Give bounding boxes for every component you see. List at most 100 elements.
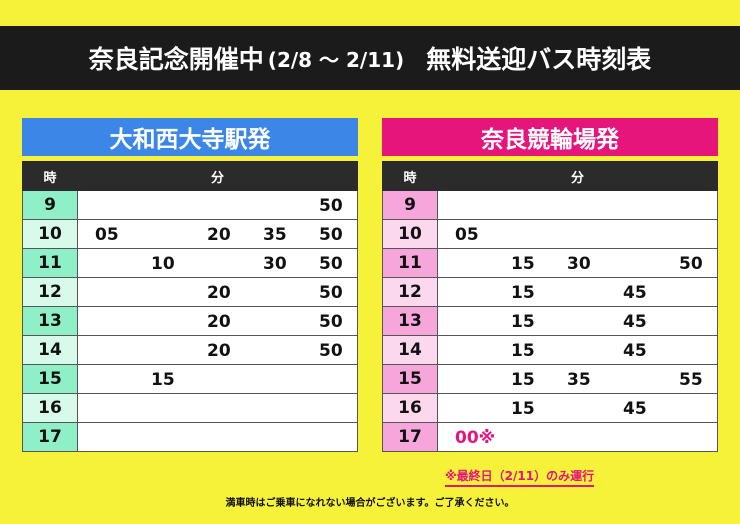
table-row: 12 15 45 xyxy=(382,277,718,307)
timetable-saidaiji: 大和西大寺駅発 時 分 9 50 10 05 20 35 50 11 10 30 50 12 20 50 1… xyxy=(22,118,358,452)
departure-minute: 10 xyxy=(151,254,175,274)
minutes-cell: 15 xyxy=(77,364,358,394)
hour-cell: 12 xyxy=(382,277,438,307)
table-row: 10 05 xyxy=(382,219,718,249)
table-row: 10 05 20 35 50 xyxy=(22,219,358,249)
hour-cell: 13 xyxy=(22,306,78,336)
minute-header: 分 xyxy=(437,161,718,191)
minutes-cell xyxy=(77,393,358,423)
departure-minute: 45 xyxy=(623,399,647,419)
minutes-cell: 05 xyxy=(437,219,718,249)
table-keirinjo: 時 分 9 10 05 11 15 30 50 12 15 45 13 15 45 14 15 45 15 15 3… xyxy=(382,161,718,452)
panel-title-saidaiji: 大和西大寺駅発 xyxy=(22,118,358,156)
departure-minute: 15 xyxy=(511,370,535,390)
departure-minute: 15 xyxy=(151,370,175,390)
hour-cell: 17 xyxy=(22,422,78,452)
special-mark: ※ xyxy=(478,428,496,448)
departure-minute: 55 xyxy=(679,370,703,390)
timetable-keirinjo: 奈良競輪場発 時 分 9 10 05 11 15 30 50 12 15 45 13 15 45 14 15… xyxy=(382,118,718,452)
departure-minute: 45 xyxy=(623,312,647,332)
departure-minute: 05 xyxy=(95,225,119,245)
table-row: 15 15 xyxy=(22,364,358,394)
minutes-cell: 10 30 50 xyxy=(77,248,358,278)
last-day-note: ※最終日（2/11）のみ運行 xyxy=(445,467,595,487)
hour-cell: 11 xyxy=(22,248,78,278)
hour-cell: 12 xyxy=(22,277,78,307)
hour-cell: 10 xyxy=(382,219,438,249)
departure-minute: 20 xyxy=(207,225,231,245)
departure-minute: 35 xyxy=(263,225,287,245)
hour-cell: 9 xyxy=(382,190,438,220)
hour-cell: 13 xyxy=(382,306,438,336)
hour-cell: 16 xyxy=(22,393,78,423)
table-row: 11 10 30 50 xyxy=(22,248,358,278)
hour-header: 時 xyxy=(22,161,78,191)
table-row: 9 xyxy=(382,190,718,220)
departure-minute: 20 xyxy=(207,341,231,361)
panel-title-keirinjo: 奈良競輪場発 xyxy=(382,118,718,156)
minutes-cell: 15 45 xyxy=(437,335,718,365)
minutes-cell: 15 45 xyxy=(437,393,718,423)
minutes-cell xyxy=(437,190,718,220)
hour-cell: 9 xyxy=(22,190,78,220)
hour-cell: 10 xyxy=(22,219,78,249)
hour-cell: 14 xyxy=(382,335,438,365)
hour-cell: 15 xyxy=(22,364,78,394)
table-row: 14 20 50 xyxy=(22,335,358,365)
hour-header: 時 xyxy=(382,161,438,191)
footer-note: 満車時はご乗車になれない場合がございます。ご了承ください。 xyxy=(225,498,515,509)
departure-minute: 45 xyxy=(623,341,647,361)
departure-minute: 45 xyxy=(623,283,647,303)
departure-minute: 00※ xyxy=(455,428,496,448)
table-row: 14 15 45 xyxy=(382,335,718,365)
departure-minute: 50 xyxy=(319,254,343,274)
table-row: 13 20 50 xyxy=(22,306,358,336)
hour-cell: 14 xyxy=(22,335,78,365)
departure-minute: 15 xyxy=(511,312,535,332)
minutes-cell: 15 45 xyxy=(437,277,718,307)
departure-minute: 50 xyxy=(319,196,343,216)
banner-title-sub: 無料送迎バス時刻表 xyxy=(426,45,652,74)
minute-header: 分 xyxy=(77,161,358,191)
minutes-cell: 20 50 xyxy=(77,335,358,365)
departure-minute: 20 xyxy=(207,312,231,332)
departure-minute: 05 xyxy=(455,225,479,245)
minutes-cell: 05 20 35 50 xyxy=(77,219,358,249)
page-banner: 奈良記念開催中 (2/8 ～ 2/11) 無料送迎バス時刻表 xyxy=(0,26,740,90)
departure-minute: 30 xyxy=(567,254,591,274)
minutes-cell: 15 30 50 xyxy=(437,248,718,278)
banner-title-main: 奈良記念開催中 xyxy=(88,45,264,74)
departure-minute: 50 xyxy=(319,283,343,303)
departure-minute: 50 xyxy=(319,312,343,332)
minutes-cell xyxy=(77,422,358,452)
hour-cell: 17 xyxy=(382,422,438,452)
departure-minute: 30 xyxy=(263,254,287,274)
table-row: 17 00※ xyxy=(382,422,718,452)
hour-cell: 11 xyxy=(382,248,438,278)
table-saidaiji: 時 分 9 50 10 05 20 35 50 11 10 30 50 12 20 50 13 20 50 14 2… xyxy=(22,161,358,452)
minutes-cell: 00※ xyxy=(437,422,718,452)
departure-minute: 50 xyxy=(319,341,343,361)
minutes-cell: 20 50 xyxy=(77,306,358,336)
minutes-cell: 15 45 xyxy=(437,306,718,336)
banner-title-dates: (2/8 ～ 2/11) xyxy=(267,47,405,72)
minutes-cell: 15 35 55 xyxy=(437,364,718,394)
departure-minute: 35 xyxy=(567,370,591,390)
departure-minute: 50 xyxy=(679,254,703,274)
hour-cell: 16 xyxy=(382,393,438,423)
table-row: 11 15 30 50 xyxy=(382,248,718,278)
hour-cell: 15 xyxy=(382,364,438,394)
departure-minute: 20 xyxy=(207,283,231,303)
table-row: 16 xyxy=(22,393,358,423)
table-row: 13 15 45 xyxy=(382,306,718,336)
departure-minute: 50 xyxy=(319,225,343,245)
departure-minute: 15 xyxy=(511,283,535,303)
table-row: 15 15 35 55 xyxy=(382,364,718,394)
minutes-cell: 20 50 xyxy=(77,277,358,307)
departure-minute: 15 xyxy=(511,254,535,274)
table-row: 9 50 xyxy=(22,190,358,220)
departure-minute: 15 xyxy=(511,399,535,419)
table-row: 12 20 50 xyxy=(22,277,358,307)
departure-minute: 15 xyxy=(511,341,535,361)
table-row: 16 15 45 xyxy=(382,393,718,423)
